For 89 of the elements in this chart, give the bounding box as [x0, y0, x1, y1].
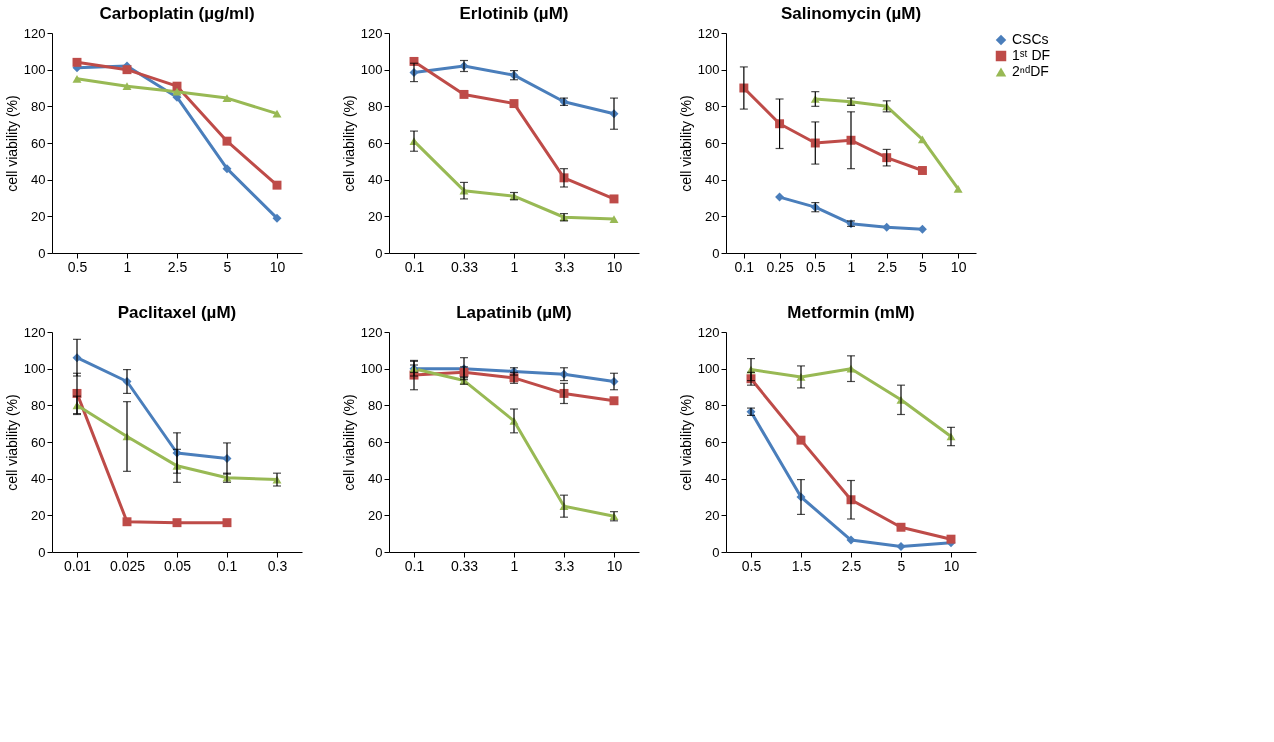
- chart-title: Erlotinib (µM): [459, 4, 569, 23]
- y-tick-label: 0: [712, 544, 720, 560]
- y-tick-label: 60: [31, 434, 46, 450]
- y-tick-label: 120: [360, 324, 383, 340]
- x-tick-label: 10: [950, 258, 967, 275]
- y-tick-label: 40: [31, 172, 46, 188]
- y-tick-label: 120: [23, 324, 46, 340]
- x-tick-label: 0.1: [404, 258, 425, 275]
- chart-title: Paclitaxel (µM): [117, 303, 237, 322]
- x-tick-label: 0.01: [63, 557, 92, 574]
- y-tick-label: 80: [368, 397, 383, 413]
- y-tick-label: 80: [31, 397, 46, 413]
- x-tick-label: 0.5: [806, 258, 826, 275]
- y-axis-title: cell viability (%): [677, 394, 694, 491]
- y-tick-label: 60: [368, 434, 383, 450]
- y-tick-label: 20: [368, 507, 383, 523]
- x-tick-label: 1: [123, 258, 132, 275]
- x-tick-label: 0.1: [217, 557, 238, 574]
- chart-title: Lapatinib (µM): [456, 303, 572, 322]
- y-tick-label: 0: [375, 544, 383, 560]
- y-tick-label: 80: [705, 98, 720, 114]
- y-tick-label: 100: [23, 62, 46, 78]
- y-tick-label: 0: [38, 544, 46, 560]
- chart-title: Carboplatin (µg/ml): [99, 4, 255, 23]
- y-tick-label: 100: [697, 361, 720, 377]
- y-tick-label: 40: [368, 471, 383, 487]
- legend-label: 1ˢᵗ DF: [1012, 47, 1051, 63]
- y-tick-label: 80: [368, 98, 383, 114]
- y-tick-label: 20: [705, 507, 720, 523]
- y-axis-title: cell viability (%): [340, 394, 357, 491]
- y-tick-label: 0: [38, 245, 46, 261]
- y-tick-label: 40: [705, 172, 720, 188]
- x-tick-label: 0.5: [741, 557, 762, 574]
- x-tick-label: 10: [269, 258, 286, 275]
- y-tick-label: 60: [368, 135, 383, 151]
- x-tick-label: 2.5: [877, 258, 898, 275]
- y-tick-label: 120: [360, 25, 383, 41]
- chart-title: Metformin (mM): [787, 303, 915, 322]
- y-tick-label: 0: [712, 245, 720, 261]
- x-tick-label: 10: [606, 557, 623, 574]
- x-tick-label: 10: [606, 258, 623, 275]
- x-tick-label: 5: [223, 258, 232, 275]
- y-tick-label: 120: [23, 25, 46, 41]
- x-tick-label: 2.5: [841, 557, 862, 574]
- y-axis-title: cell viability (%): [3, 394, 20, 491]
- chart-title: Salinomycin (µM): [780, 4, 922, 23]
- x-tick-label: 0.33: [450, 258, 479, 275]
- x-tick-label: 0.33: [450, 557, 479, 574]
- y-axis-title: cell viability (%): [340, 95, 357, 192]
- x-tick-label: 10: [943, 557, 960, 574]
- legend-label: 2ⁿᵈDF: [1012, 63, 1049, 79]
- y-axis-title: cell viability (%): [3, 95, 20, 192]
- y-tick-label: 100: [23, 361, 46, 377]
- y-tick-label: 60: [705, 434, 720, 450]
- x-tick-label: 5: [919, 258, 928, 275]
- y-tick-label: 100: [697, 62, 720, 78]
- y-tick-label: 80: [705, 397, 720, 413]
- x-tick-label: 1: [510, 258, 519, 275]
- x-tick-label: 3.3: [554, 557, 575, 574]
- x-tick-label: 0.05: [163, 557, 192, 574]
- y-tick-label: 20: [368, 208, 383, 224]
- x-tick-label: 1.5: [791, 557, 812, 574]
- x-tick-label: 2.5: [167, 258, 188, 275]
- y-tick-label: 120: [697, 25, 720, 41]
- y-tick-label: 100: [360, 361, 383, 377]
- y-tick-label: 40: [31, 471, 46, 487]
- y-tick-label: 100: [360, 62, 383, 78]
- x-tick-label: 0.5: [67, 258, 88, 275]
- x-tick-label: 0.25: [766, 258, 794, 275]
- y-tick-label: 60: [705, 135, 720, 151]
- x-tick-label: 0.1: [734, 258, 755, 275]
- x-tick-label: 3.3: [554, 258, 575, 275]
- y-tick-label: 40: [368, 172, 383, 188]
- x-tick-label: 0.025: [109, 557, 146, 574]
- y-tick-label: 20: [31, 507, 46, 523]
- x-tick-label: 1: [847, 258, 856, 275]
- y-tick-label: 20: [705, 208, 720, 224]
- y-tick-label: 80: [31, 98, 46, 114]
- y-tick-label: 40: [705, 471, 720, 487]
- y-tick-label: 0: [375, 245, 383, 261]
- x-tick-label: 5: [897, 557, 906, 574]
- x-tick-label: 0.3: [267, 557, 288, 574]
- y-tick-label: 20: [31, 208, 46, 224]
- x-tick-label: 1: [510, 557, 519, 574]
- legend-label: CSCs: [1012, 31, 1049, 47]
- y-tick-label: 120: [697, 324, 720, 340]
- x-tick-label: 0.1: [404, 557, 425, 574]
- y-tick-label: 60: [31, 135, 46, 151]
- y-axis-title: cell viability (%): [677, 95, 694, 192]
